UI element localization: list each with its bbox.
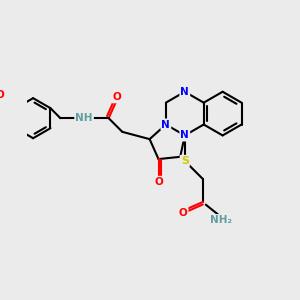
Text: N: N [180, 87, 189, 97]
Text: NH₂: NH₂ [210, 215, 232, 225]
Text: O: O [0, 90, 4, 100]
Text: N: N [180, 130, 189, 140]
Text: S: S [181, 156, 189, 166]
Text: O: O [112, 92, 121, 102]
Text: O: O [154, 177, 163, 187]
Text: NH: NH [75, 113, 93, 123]
Text: N: N [161, 119, 170, 130]
Text: O: O [178, 208, 187, 218]
